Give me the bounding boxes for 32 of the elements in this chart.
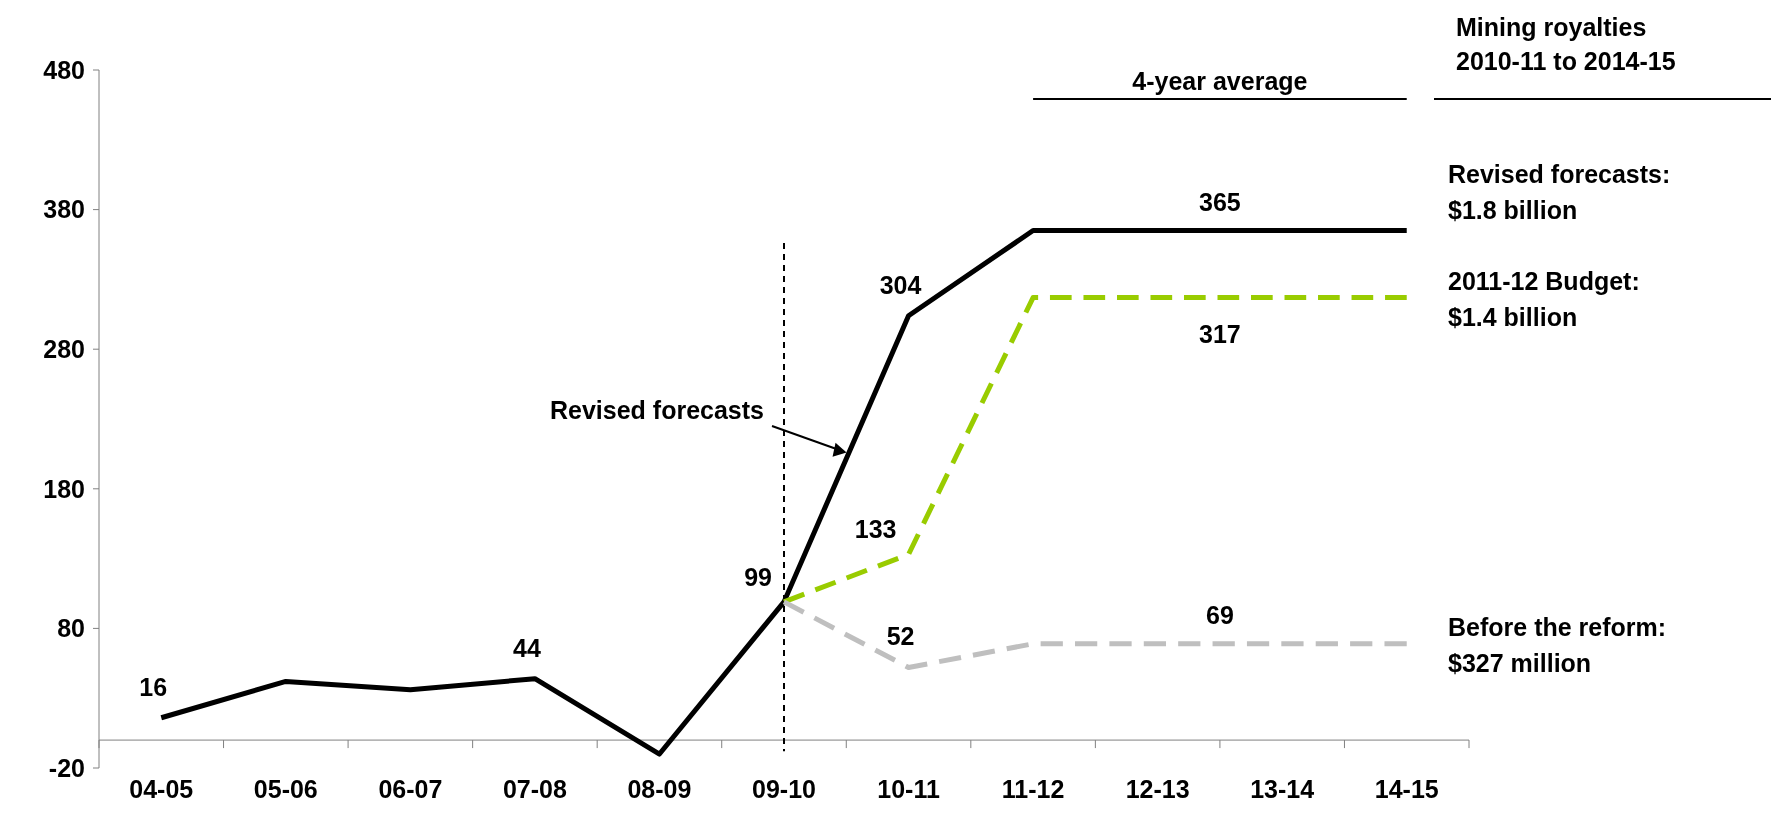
- data-label: 99: [744, 562, 772, 591]
- annotation: Mining royalties 2010-11 to 2014-15: [1456, 13, 1676, 75]
- annotation: 69: [1206, 600, 1234, 629]
- y-tick-label: 180: [43, 474, 85, 503]
- x-tick-label: 10-11: [877, 775, 940, 803]
- x-tick-label: 04-05: [129, 775, 194, 803]
- x-tick-label: 07-08: [502, 775, 567, 803]
- x-tick-label: 09-10: [752, 775, 816, 803]
- data-label: 52: [886, 622, 915, 651]
- x-tick-label: 06-07: [378, 775, 443, 803]
- annotation: Revised forecasts: [549, 396, 764, 424]
- y-tick-label: 280: [43, 334, 85, 363]
- series-label: 2011-12 Budget: $1.4 billion: [1448, 266, 1640, 331]
- x-tick-label: 12-13: [1125, 775, 1190, 803]
- x-tick-label: 14-15: [1374, 775, 1439, 803]
- series-label: Before the reform: $327 million: [1448, 612, 1667, 677]
- annotation: 365: [1199, 187, 1241, 216]
- data-label: 133: [854, 515, 897, 544]
- y-tick-label: -20: [48, 753, 85, 782]
- y-tick-label: 80: [57, 614, 85, 643]
- annotation: 317: [1199, 319, 1241, 348]
- annotation: 4-year average: [1132, 67, 1308, 95]
- x-tick-label: 08-09: [627, 775, 692, 803]
- x-tick-label: 11-12: [1001, 775, 1065, 803]
- y-tick-label: 380: [43, 195, 85, 224]
- x-tick-label: 05-06: [253, 775, 318, 803]
- data-label: 44: [513, 633, 541, 662]
- x-tick-label: 13-14: [1250, 775, 1315, 803]
- data-label: 304: [879, 270, 922, 299]
- data-label: 16: [139, 672, 168, 701]
- y-tick-label: 480: [43, 55, 85, 84]
- series-label: Revised forecasts: $1.8 billion: [1448, 159, 1671, 224]
